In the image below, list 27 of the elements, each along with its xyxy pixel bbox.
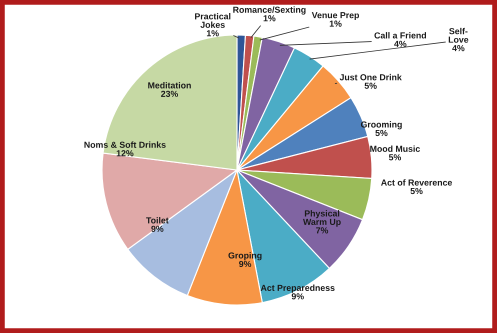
data-label: 5% [364, 82, 377, 89]
data-label: 1% [264, 15, 276, 22]
slice-label: Physical Warm Up [303, 210, 341, 227]
data-label: 1% [206, 30, 219, 36]
slice-label: Venue Prep [312, 12, 360, 20]
data-label: 5% [375, 130, 388, 136]
data-label: 23% [161, 90, 178, 97]
data-label: 9% [292, 293, 304, 300]
slice-label: Meditation [148, 82, 191, 88]
data-label: 5% [388, 154, 402, 160]
slice-label: Just One Drink [340, 74, 402, 80]
data-label: 5% [410, 188, 423, 194]
data-label: 9% [239, 260, 252, 268]
slice-label: Mood Music [370, 145, 420, 152]
data-label: 7% [316, 227, 328, 234]
slice-label: Noms & Soft Drinks [84, 141, 166, 148]
data-label: 9% [151, 226, 164, 232]
data-label: 4% [394, 40, 406, 47]
slice-label: Practical Jokes [195, 13, 230, 28]
slice-label: Act of Reverence [381, 179, 452, 186]
data-label: 12% [116, 150, 134, 156]
slice-label: Call a Friend [374, 32, 426, 39]
slice-label: Toilet [146, 217, 169, 224]
slice-label: Romance/Sexting [233, 6, 306, 15]
data-label: 1% [330, 20, 342, 27]
slice-label: Self-Love [448, 28, 468, 43]
data-label: 4% [452, 45, 464, 52]
